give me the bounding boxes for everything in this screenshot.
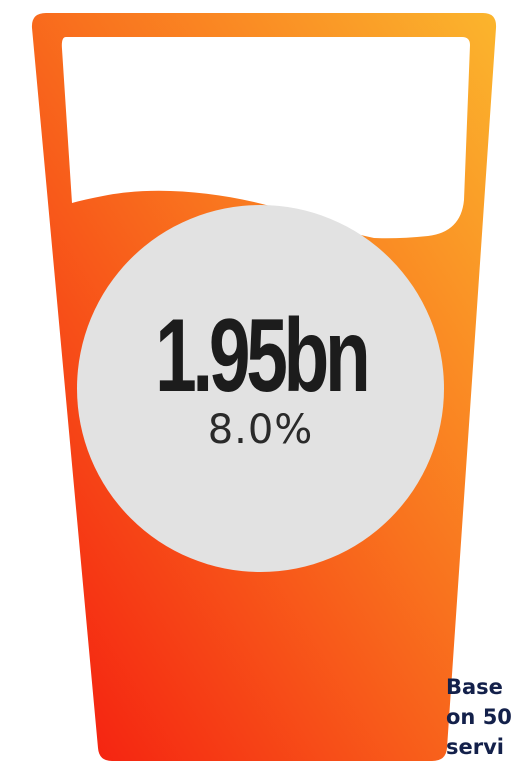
stat-value: 1.95bn	[154, 298, 371, 414]
stat-circle: 1.95bn 8.0%	[77, 205, 444, 572]
footnote-line: Base	[446, 675, 503, 699]
stat-percent: 8.0%	[207, 407, 314, 453]
footnote-line: servi	[446, 735, 504, 759]
glass-empty-space	[61, 37, 470, 239]
footnote-line: on 50	[446, 705, 512, 729]
footnote-text: Base on 50 servi	[446, 672, 512, 761]
